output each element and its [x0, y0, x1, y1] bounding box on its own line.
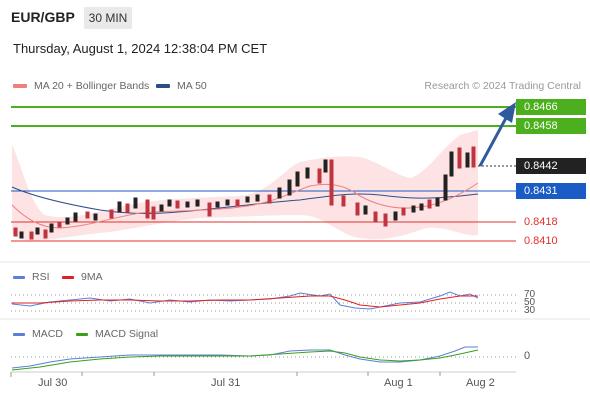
ma50-swatch	[156, 84, 170, 88]
rsi-ma-label: 9MA	[81, 271, 103, 283]
timeframe-button[interactable]: 30 MIN	[84, 7, 132, 29]
symbol-title: EUR/GBP	[11, 9, 75, 25]
macd-signal-swatch	[76, 332, 88, 336]
legend-rsi-ma: 9MA	[62, 271, 103, 283]
credit-text: Research © 2024 Trading Central	[424, 80, 581, 92]
rsi-ma-line	[12, 295, 478, 308]
rsi-ma-swatch	[62, 275, 74, 279]
rsi-label: RSI	[32, 271, 50, 283]
legend-ma50: MA 50	[156, 80, 207, 92]
rsi-level-50-label: 50	[524, 297, 536, 308]
ma20-label: MA 20 + Bollinger Bands	[34, 80, 150, 92]
timestamp: Thursday, August 1, 2024 12:38:04 PM CET	[13, 41, 268, 56]
candlesticks	[13, 146, 476, 240]
x-label-jul30: Jul 30	[38, 377, 68, 389]
price-label-current: 0.8442	[516, 158, 586, 174]
x-label-aug1: Aug 1	[384, 377, 413, 389]
x-label-jul31: Jul 31	[211, 377, 241, 389]
rsi-swatch	[13, 275, 25, 279]
macd-signal-line	[11, 349, 479, 371]
macd-zero-label: 0	[524, 350, 531, 362]
forecast-arrow-icon	[498, 102, 516, 123]
legend-macd-signal: MACD Signal	[76, 328, 158, 340]
ma50-line	[11, 186, 479, 214]
rsi-level-70-label: 70	[524, 289, 536, 300]
ma50-label: MA 50	[177, 80, 207, 92]
macd-line	[11, 346, 478, 369]
legend-rsi: RSI	[13, 271, 50, 283]
macd-swatch	[13, 332, 25, 336]
price-label-0.8418: 0.8418	[524, 216, 558, 228]
x-label-aug2: Aug 2	[466, 377, 495, 389]
price-label-0.8466: 0.8466	[516, 99, 586, 115]
x-axis-ticks	[10, 372, 441, 377]
price-label-pivot: 0.8431	[516, 183, 586, 199]
macd-label: MACD	[32, 328, 63, 340]
ma20-swatch	[13, 84, 27, 88]
forecast-arrow-line	[478, 117, 508, 167]
rsi-level-30-label: 30	[524, 305, 536, 316]
price-label-0.8458: 0.8458	[516, 118, 586, 134]
legend-ma20: MA 20 + Bollinger Bands	[13, 80, 149, 92]
legend-macd: MACD	[13, 328, 63, 340]
bollinger-band	[12, 130, 478, 241]
price-label-0.8410: 0.8410	[524, 235, 558, 247]
macd-signal-label: MACD Signal	[95, 328, 159, 340]
